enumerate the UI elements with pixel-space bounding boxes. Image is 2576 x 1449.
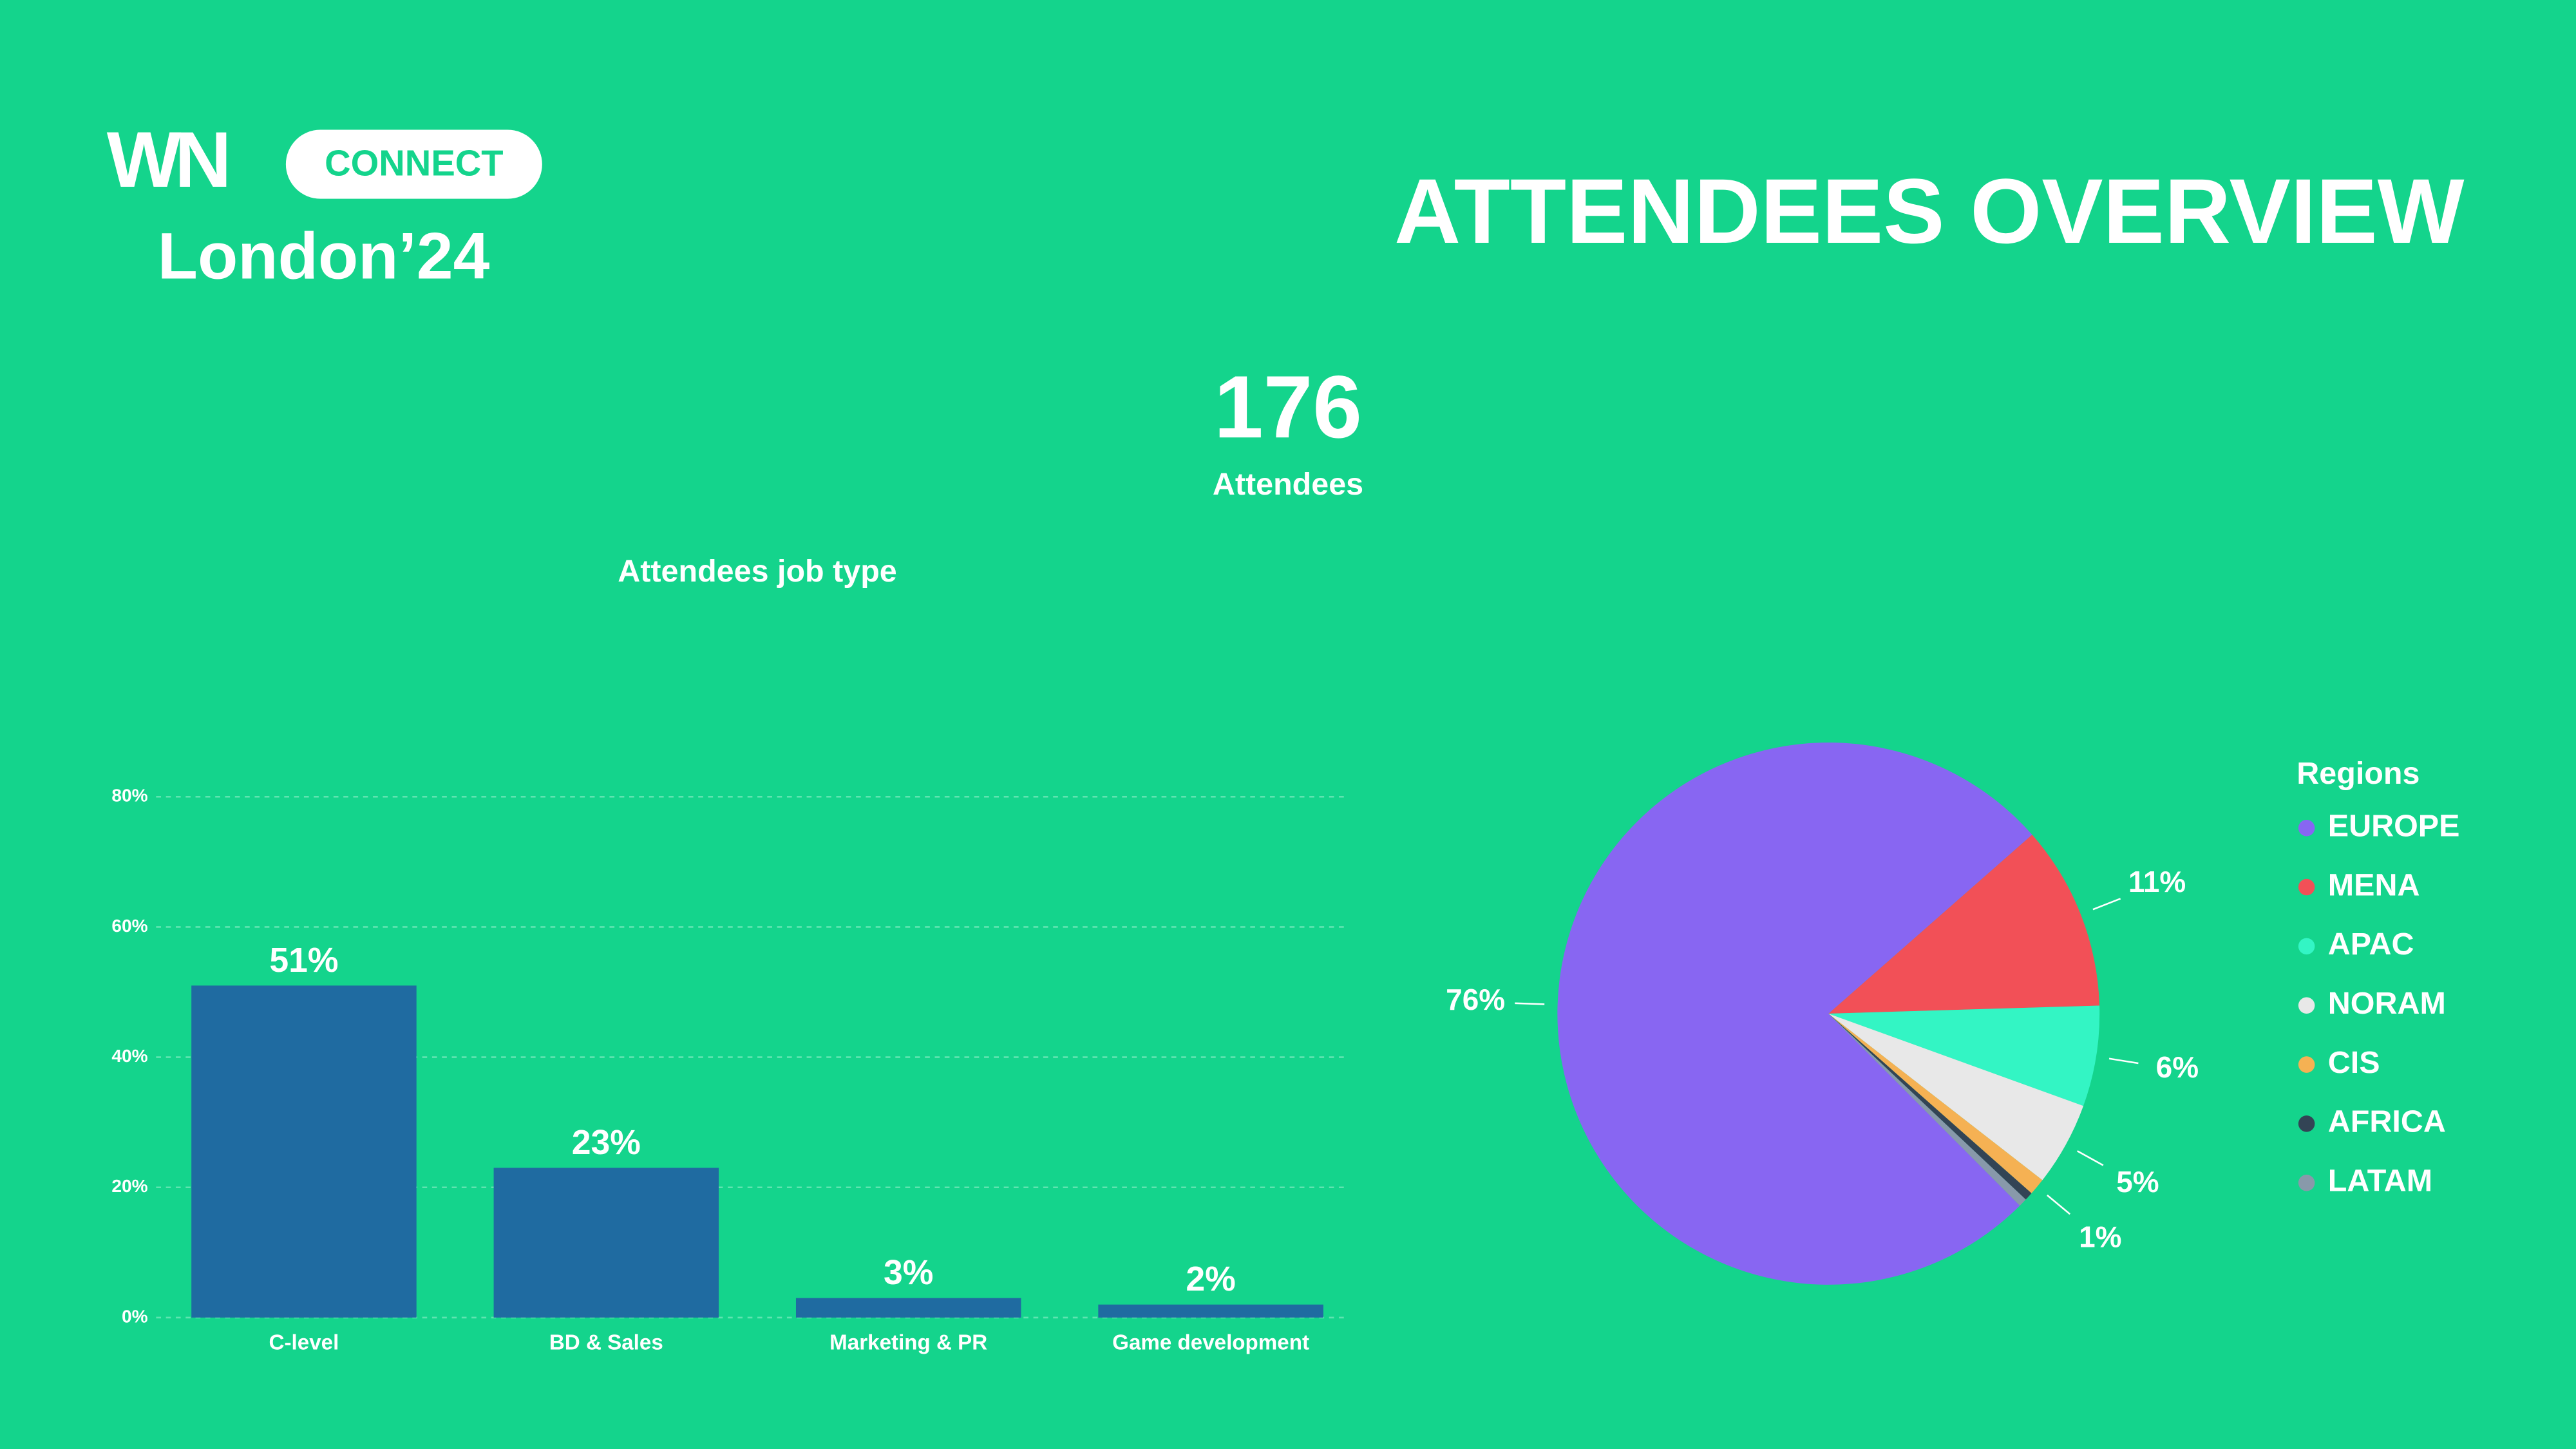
badge-pill [285, 129, 542, 199]
bar [493, 1168, 719, 1318]
pie-slice [1828, 1013, 2032, 1200]
pie-slice [1828, 1013, 2043, 1193]
bar [191, 985, 417, 1318]
bar-value-label: 2% [1186, 1260, 1235, 1298]
attendee-count: 176 [1214, 357, 1362, 457]
badge: CONNECT [325, 142, 503, 183]
legend-swatch [2298, 1174, 2315, 1191]
x-tick-label: Game development [1112, 1331, 1309, 1355]
legend-label: APAC [2328, 927, 2414, 961]
x-tick-label: Marketing & PR [829, 1331, 987, 1355]
pie-slice [1828, 1005, 2100, 1106]
page-title: ATTENDEES OVERVIEW [1394, 160, 2465, 263]
legend-swatch [2298, 997, 2315, 1014]
bar-chart-title: Attendees job type [618, 554, 896, 589]
bar-value-label: 23% [572, 1124, 641, 1162]
legend-swatch [2298, 878, 2315, 896]
logo: WN [107, 115, 227, 204]
pie-value-label: 76% [1446, 983, 1505, 1016]
bar-value-label: 51% [269, 942, 338, 980]
legend-label: AFRICA [2328, 1104, 2446, 1139]
leader-line [1515, 1002, 1545, 1005]
legend-label: CIS [2328, 1045, 2380, 1080]
legend-swatch [2298, 1115, 2315, 1132]
y-tick-label: 0% [122, 1306, 148, 1326]
legend-title: Regions [2297, 756, 2420, 791]
pie-value-label: 11% [2128, 865, 2186, 898]
x-tick-label: BD & Sales [549, 1331, 663, 1355]
pie-slice [1828, 1013, 2084, 1180]
pie-slice [1557, 743, 2032, 1285]
legend-swatch [2298, 1056, 2315, 1073]
pie-value-label: 5% [2116, 1165, 2159, 1198]
bar [1098, 1304, 1323, 1318]
pie-value-label: 1% [2079, 1220, 2121, 1253]
leader-line [2047, 1194, 2070, 1215]
legend-label: NORAM [2328, 986, 2446, 1021]
legend-swatch [2298, 819, 2315, 837]
attendee-count-label: Attendees [1213, 467, 1363, 502]
leader-line [2077, 1150, 2104, 1166]
legend-label: EUROPE [2328, 809, 2460, 844]
y-tick-label: 20% [111, 1176, 147, 1196]
x-tick-label: C-level [269, 1331, 339, 1355]
pie-value-label: 6% [2156, 1050, 2199, 1084]
legend-swatch [2298, 938, 2315, 955]
leader-line [2108, 1057, 2139, 1065]
bar [795, 1298, 1021, 1318]
legend-label: LATAM [2328, 1164, 2432, 1198]
leader-line [2092, 898, 2121, 911]
pie-slice [1828, 835, 2100, 1014]
pie-slice [1828, 1013, 2026, 1206]
legend-label: MENA [2328, 867, 2420, 902]
y-tick-label: 40% [111, 1046, 147, 1066]
y-tick-label: 80% [111, 786, 147, 806]
y-tick-label: 60% [111, 916, 147, 936]
bar-value-label: 3% [884, 1254, 933, 1292]
event-name: London’24 [158, 220, 490, 293]
